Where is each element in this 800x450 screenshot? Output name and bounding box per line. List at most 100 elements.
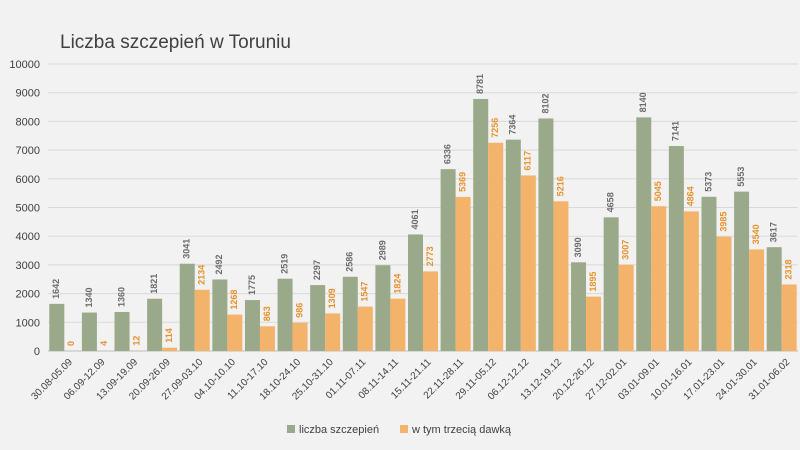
- chart-title: Liczba szczepień w Toruniu: [60, 32, 291, 53]
- bar-total: [147, 298, 163, 351]
- data-label: 3540: [751, 224, 761, 244]
- bar-third-dose: [455, 196, 471, 351]
- bar-total: [668, 146, 684, 351]
- data-label: 2519: [279, 254, 289, 274]
- bar-total: [538, 118, 554, 352]
- data-label: 8781: [475, 74, 485, 94]
- data-label: 12: [131, 336, 141, 346]
- data-label: 1895: [588, 272, 598, 292]
- bar-total: [244, 300, 260, 351]
- y-tick-label: 7000: [16, 145, 40, 157]
- data-labels: 1642 0 1340 4 1360 12 1821 114 3041 2134 2492 1268 1…: [51, 74, 793, 346]
- data-label: 1268: [229, 290, 239, 310]
- data-label: 1309: [327, 288, 337, 308]
- bar-total: [505, 139, 521, 351]
- bar-third-dose: [227, 314, 243, 351]
- bar-total: [114, 311, 130, 351]
- data-label: 3617: [769, 222, 779, 242]
- y-axis: 0 1000 2000 3000 4000 5000 6000 7000 8000 9000 100…: [9, 59, 40, 358]
- data-label: 5369: [457, 172, 467, 192]
- y-tick-label: 5000: [16, 203, 40, 215]
- bar-third-dose: [683, 211, 699, 351]
- data-label: 7141: [671, 121, 681, 141]
- data-label: 4864: [686, 186, 696, 206]
- data-label: 1547: [360, 282, 370, 302]
- data-label: 2773: [425, 246, 435, 266]
- y-tick-label: 8000: [16, 116, 40, 128]
- bar-total: [766, 247, 782, 351]
- bar-third-dose: [357, 306, 373, 351]
- y-tick-label: 9000: [16, 88, 40, 100]
- bar-total: [375, 265, 391, 351]
- bar-total: [408, 234, 423, 351]
- bar-total: [636, 117, 652, 351]
- legend-entry: liczba szczepień: [299, 424, 379, 436]
- bar-third-dose: [259, 326, 275, 351]
- bar-total: [212, 279, 228, 351]
- data-label: 1360: [116, 287, 126, 307]
- data-label: 5045: [653, 181, 663, 201]
- legend-entry: w tym trzecią dawką: [411, 424, 512, 436]
- data-label: 863: [262, 306, 272, 321]
- bar-total: [179, 263, 195, 351]
- bar-total: [603, 217, 619, 351]
- bar-total: [701, 196, 717, 351]
- data-label: 1340: [84, 288, 94, 308]
- data-label: 2586: [345, 252, 355, 272]
- y-tick-label: 2000: [16, 289, 40, 301]
- bar-total: [277, 278, 293, 351]
- data-label: 2134: [197, 265, 207, 285]
- y-tick-label: 3000: [16, 260, 40, 272]
- data-label: 1821: [149, 274, 159, 294]
- data-label: 6117: [523, 151, 533, 171]
- y-tick-label: 1000: [16, 317, 40, 329]
- bar-third-dose: [716, 236, 732, 351]
- bar-total: [81, 312, 97, 351]
- data-label: 3985: [718, 212, 728, 232]
- bar-total: [571, 262, 587, 351]
- data-label: 3090: [573, 237, 583, 257]
- data-label: 5216: [555, 176, 565, 196]
- data-label: 8102: [540, 93, 550, 113]
- data-label: 114: [164, 328, 174, 343]
- bar-total: [440, 169, 456, 351]
- bar-third-dose: [292, 322, 308, 351]
- bar-third-dose: [586, 296, 602, 351]
- data-label: 2297: [312, 260, 322, 280]
- data-label: 4: [99, 341, 109, 346]
- data-label: 3007: [621, 240, 631, 260]
- bar-third-dose: [194, 289, 210, 351]
- y-tick-label: 0: [34, 346, 40, 358]
- data-label: 5553: [736, 167, 746, 187]
- data-label: 5373: [703, 172, 713, 192]
- data-label: 986: [294, 303, 304, 318]
- bar-third-dose: [325, 313, 341, 351]
- x-axis: 30.08-05.0906.09-12.0913.09-19.0920.09-2…: [29, 357, 792, 403]
- y-tick-label: 10000: [9, 59, 40, 71]
- bar-total: [310, 285, 326, 351]
- data-label: 2318: [784, 259, 794, 279]
- bar-third-dose: [520, 175, 536, 351]
- bar-total: [473, 98, 489, 352]
- data-label: 1642: [51, 279, 61, 299]
- bar-third-dose: [553, 201, 569, 351]
- bar-third-dose: [749, 249, 765, 351]
- bar-third-dose: [651, 206, 667, 351]
- bar-third-dose: [618, 264, 634, 351]
- bar-third-dose: [162, 347, 178, 351]
- bar-total: [734, 191, 750, 351]
- bars: [49, 98, 797, 352]
- legend-swatch: [400, 425, 408, 433]
- data-label: 2492: [214, 254, 224, 274]
- data-label: 7364: [508, 115, 518, 135]
- y-tick-label: 6000: [16, 174, 40, 186]
- legend-swatch: [287, 425, 295, 433]
- data-label: 3041: [182, 239, 192, 259]
- data-label: 7256: [490, 118, 500, 138]
- bar-third-dose: [781, 284, 797, 351]
- bar-total: [342, 276, 358, 351]
- legend: liczba szczepień w tym trzecią dawką: [287, 424, 512, 436]
- bar-total: [49, 303, 65, 351]
- data-label: 6336: [442, 144, 452, 164]
